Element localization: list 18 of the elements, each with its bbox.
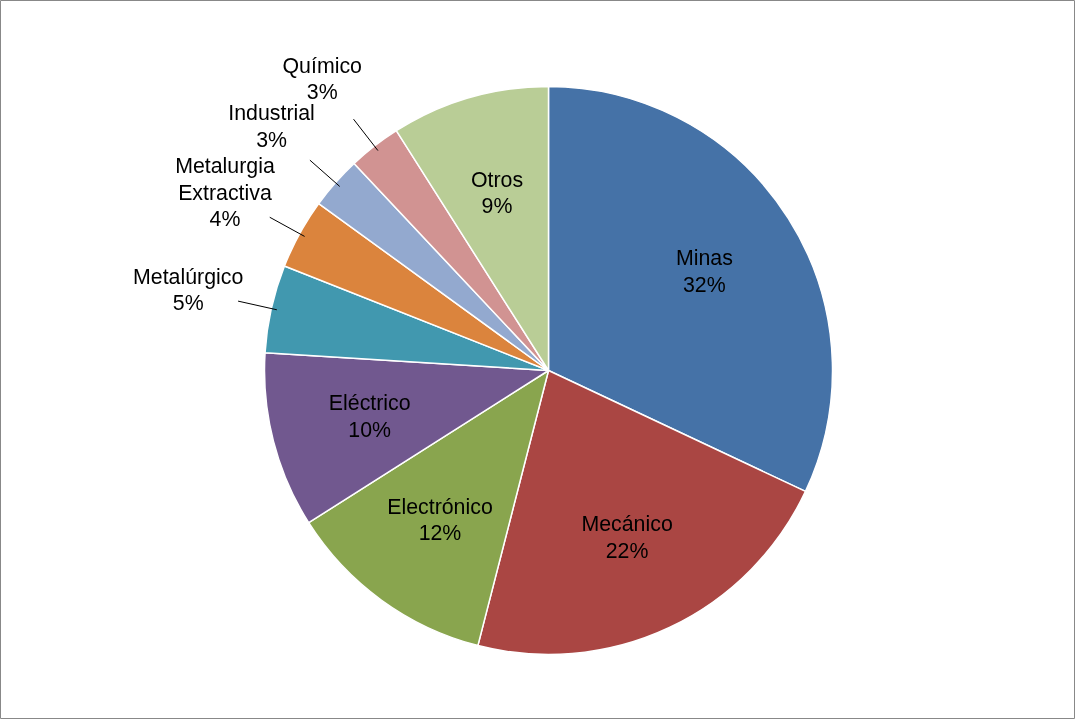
data-label: 10% xyxy=(348,417,392,442)
slice-label: Minas xyxy=(675,246,733,271)
data-label: 3% xyxy=(256,127,288,152)
data-label: 32% xyxy=(683,272,726,297)
slice-label: Industrial xyxy=(228,101,315,126)
slice-label: Mecánico xyxy=(581,512,673,537)
data-label: 9% xyxy=(481,194,513,219)
data-label: 12% xyxy=(418,521,462,546)
slice-label: Metalurgia Extractiva xyxy=(175,154,275,205)
data-label: 4% xyxy=(209,207,241,232)
slice-label: Otros xyxy=(470,168,524,193)
slice-label: Eléctrico xyxy=(328,391,411,416)
slice-label: Electrónico xyxy=(387,494,493,519)
data-label: 22% xyxy=(605,538,649,563)
data-label: 5% xyxy=(172,291,204,316)
slice-label: Químico xyxy=(282,53,362,78)
data-label: 3% xyxy=(306,79,338,104)
slice-label: Metalúrgico xyxy=(133,264,244,289)
